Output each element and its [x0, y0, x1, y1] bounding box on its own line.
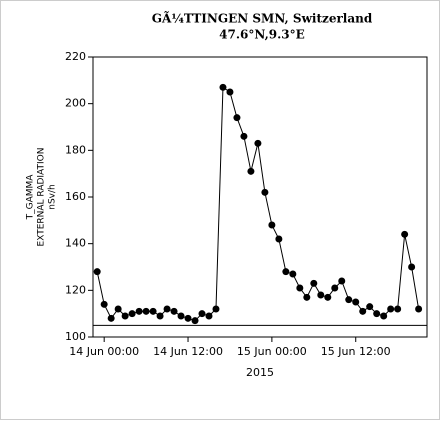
data-point [303, 293, 311, 301]
data-point [324, 293, 332, 301]
data-point [233, 114, 241, 122]
data-point [345, 296, 353, 304]
data-point [198, 310, 206, 318]
data-point [240, 132, 248, 140]
data-point [121, 312, 129, 320]
data-point [219, 83, 227, 91]
y-tick-label: 100 [65, 330, 86, 343]
y-tick-label: 120 [65, 283, 86, 296]
data-point [114, 305, 122, 313]
data-point [387, 305, 395, 313]
y-tick-label: 140 [65, 237, 86, 250]
data-point [205, 312, 213, 320]
x-tick-label: 15 Jun 00:00 [237, 345, 307, 358]
data-point [275, 235, 283, 243]
data-point [366, 303, 374, 311]
data-point [170, 307, 178, 315]
data-point [296, 284, 304, 292]
y-axis-label: EXTERNAL RADIATION [37, 148, 47, 247]
chart-subtitle: 47.6°N,9.3°E [219, 28, 305, 42]
data-point [394, 305, 402, 313]
x-axis-label: 2015 [246, 366, 274, 379]
y-axis-label: T_GAMMA [26, 174, 36, 221]
y-tick-label: 220 [65, 50, 86, 63]
data-point [338, 277, 346, 285]
data-point [408, 263, 416, 271]
data-point [317, 291, 325, 299]
data-point [191, 317, 199, 325]
data-point [282, 268, 290, 276]
data-point [156, 312, 164, 320]
data-point [226, 88, 234, 96]
data-point [415, 305, 423, 313]
data-point [401, 230, 409, 238]
data-point [254, 139, 262, 147]
data-point [247, 167, 255, 175]
y-tick-label: 200 [65, 97, 86, 110]
data-point [107, 314, 115, 322]
data-point [359, 307, 367, 315]
data-point [289, 270, 297, 278]
data-point [142, 307, 150, 315]
data-point [373, 310, 381, 318]
data-point [93, 268, 101, 276]
data-point [163, 305, 171, 313]
data-point [177, 312, 185, 320]
data-point [268, 221, 276, 229]
x-tick-label: 14 Jun 12:00 [153, 345, 223, 358]
chart-title: GÃ¼TTINGEN SMN, Switzerland [152, 11, 373, 26]
data-point [100, 300, 108, 308]
y-tick-label: 160 [65, 190, 86, 203]
data-point [352, 298, 360, 306]
data-point [128, 310, 136, 318]
y-tick-label: 180 [65, 143, 86, 156]
y-axis-label: nSv/h [48, 184, 58, 209]
data-point [212, 305, 220, 313]
data-point [380, 312, 388, 320]
data-point [135, 307, 143, 315]
data-point [310, 279, 318, 287]
x-tick-label: 15 Jun 12:00 [321, 345, 391, 358]
data-point [331, 284, 339, 292]
data-point [261, 188, 269, 196]
data-point [184, 314, 192, 322]
x-tick-label: 14 Jun 00:00 [69, 345, 139, 358]
data-point [149, 307, 157, 315]
